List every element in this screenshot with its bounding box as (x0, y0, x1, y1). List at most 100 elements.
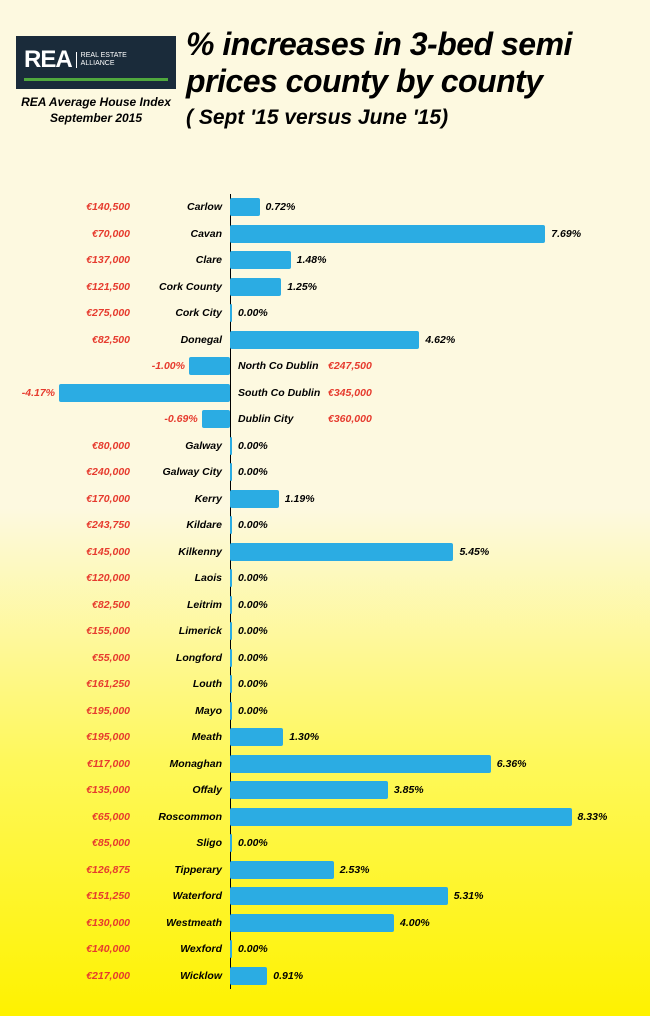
bar (230, 569, 232, 587)
county-label: Clare (196, 254, 222, 266)
price-label: €121,500 (20, 281, 130, 293)
chart-row: €120,000Laois0.00% (0, 565, 650, 592)
chart-row: €65,000Roscommon8.33% (0, 804, 650, 831)
county-label: North Co Dublin (238, 360, 318, 372)
percent-label: 0.00% (238, 307, 268, 319)
percent-label: 1.30% (289, 731, 319, 743)
chart-row: €240,000Galway City0.00% (0, 459, 650, 486)
bar (230, 225, 545, 243)
price-label: €170,000 (20, 493, 130, 505)
chart-title: % increases in 3-bed semi prices county … (186, 26, 626, 100)
bar (189, 357, 230, 375)
chart-row: €117,000Monaghan6.36% (0, 751, 650, 778)
price-label: €137,000 (20, 254, 130, 266)
county-label: Longford (176, 652, 222, 664)
county-label: Cork City (175, 307, 222, 319)
percent-label: 0.72% (266, 201, 296, 213)
chart-row: €126,875Tipperary2.53% (0, 857, 650, 884)
bar (230, 596, 232, 614)
chart-row: €360,000Dublin City-0.69% (0, 406, 650, 433)
percent-label: 1.48% (297, 254, 327, 266)
county-label: Waterford (173, 890, 222, 902)
chart-row: €155,000Limerick0.00% (0, 618, 650, 645)
county-label: Galway City (162, 466, 222, 478)
price-label: €155,000 (20, 625, 130, 637)
price-label: €240,000 (20, 466, 130, 478)
logo-accent-bar (24, 78, 168, 81)
percent-label: 3.85% (394, 784, 424, 796)
percent-label: 0.00% (238, 599, 268, 611)
bar (230, 304, 232, 322)
percent-label: 0.00% (238, 625, 268, 637)
logo-main-text: REA (24, 46, 72, 74)
price-label: €85,000 (20, 837, 130, 849)
percent-label: 0.91% (273, 970, 303, 982)
percent-label: 7.69% (551, 228, 581, 240)
price-label: €140,000 (20, 943, 130, 955)
price-label: €360,000 (328, 413, 372, 425)
chart-row: €195,000Mayo0.00% (0, 698, 650, 725)
price-label: €217,000 (20, 970, 130, 982)
county-label: Westmeath (166, 917, 222, 929)
price-label: €151,250 (20, 890, 130, 902)
bar (230, 675, 232, 693)
percent-label: 0.00% (238, 519, 268, 531)
bar (230, 543, 453, 561)
bar (230, 278, 281, 296)
chart-row: €140,500Carlow0.72% (0, 194, 650, 221)
price-label: €247,500 (328, 360, 372, 372)
county-label: Meath (192, 731, 222, 743)
county-label: Galway (185, 440, 222, 452)
chart-row: €243,750Kildare0.00% (0, 512, 650, 539)
county-label: Kilkenny (178, 546, 222, 558)
percent-label: 6.36% (497, 758, 527, 770)
price-label: €70,000 (20, 228, 130, 240)
chart-row: €151,250Waterford5.31% (0, 883, 650, 910)
price-label: €80,000 (20, 440, 130, 452)
chart-row: €275,000 Cork City 0.00% (0, 300, 650, 327)
bar (230, 940, 232, 958)
chart-row: €345,000South Co Dublin-4.17% (0, 380, 650, 407)
price-label: €195,000 (20, 731, 130, 743)
price-label: €117,000 (20, 758, 130, 770)
bar (230, 437, 232, 455)
price-label: €243,750 (20, 519, 130, 531)
chart-row: €145,000Kilkenny5.45% (0, 539, 650, 566)
chart-row: €217,000Wicklow0.91% (0, 963, 650, 990)
title-block: % increases in 3-bed semi prices county … (186, 26, 626, 130)
bar-chart: €140,500Carlow0.72%€70,000Cavan7.69%€137… (0, 194, 650, 989)
bar (202, 410, 230, 428)
percent-label: 0.00% (238, 837, 268, 849)
bar (230, 463, 232, 481)
price-label: €140,500 (20, 201, 130, 213)
price-label: €345,000 (328, 387, 372, 399)
price-label: €275,000 (20, 307, 130, 319)
chart-row: €161,250Louth0.00% (0, 671, 650, 698)
county-label: Sligo (196, 837, 222, 849)
percent-label: 0.00% (238, 678, 268, 690)
chart-row: €137,000 Clare 1.48% (0, 247, 650, 274)
price-label: €82,500 (20, 599, 130, 611)
header-left: REA REAL ESTATE ALLIANCE REA Average Hou… (16, 36, 176, 126)
county-label: Roscommon (158, 811, 222, 823)
county-label: Offaly (192, 784, 222, 796)
chart-row: €85,000 Sligo 0.00% (0, 830, 650, 857)
county-label: Dublin City (238, 413, 293, 425)
price-label: €195,000 (20, 705, 130, 717)
bar (230, 755, 491, 773)
bar (230, 516, 232, 534)
county-label: Wexford (180, 943, 222, 955)
percent-label: 8.33% (578, 811, 608, 823)
percent-label: 0.00% (238, 440, 268, 452)
bar (230, 251, 291, 269)
logo-sub-text: REAL ESTATE ALLIANCE (76, 52, 127, 67)
chart-row: €195,000 Meath 1.30% (0, 724, 650, 751)
bar (230, 887, 448, 905)
price-label: €55,000 (20, 652, 130, 664)
price-label: €145,000 (20, 546, 130, 558)
county-label: South Co Dublin (238, 387, 320, 399)
county-label: Kerry (195, 493, 222, 505)
chart-subtitle: ( Sept '15 versus June '15) (186, 106, 626, 130)
percent-label: 1.19% (285, 493, 315, 505)
percent-label: 1.25% (287, 281, 317, 293)
